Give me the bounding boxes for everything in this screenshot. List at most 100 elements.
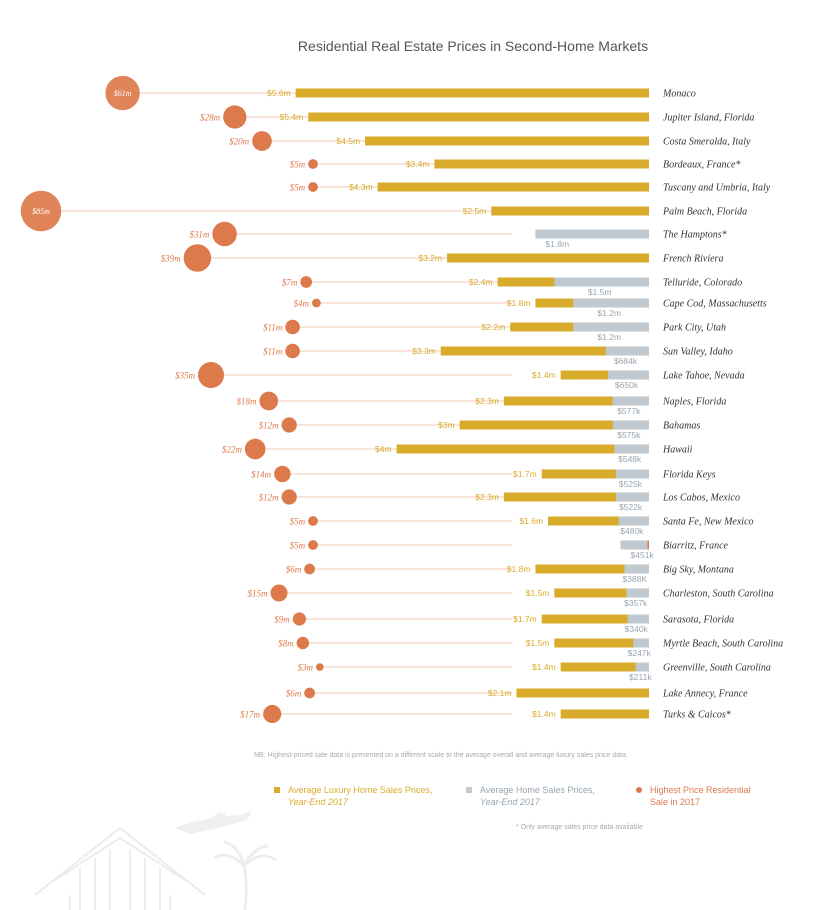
legend-average-line2: Year-End 2017: [480, 797, 540, 807]
highest-sale-dot-19: [308, 516, 318, 526]
market-label-6: Palm Beach, Florida: [662, 207, 747, 218]
luxury-value-label-1: $5.6m: [267, 88, 291, 98]
luxury-value-label-9: $2.4m: [469, 277, 493, 287]
market-label-21: Big Sky, Montana: [663, 565, 734, 576]
highest-sale-label-6: $85m: [32, 207, 50, 216]
average-value-label-14: $577k: [617, 406, 641, 416]
market-label-4: Bordeaux, France*: [663, 160, 740, 171]
highest-sale-label-16: $22m: [222, 445, 243, 455]
highest-sale-label-25: $3m: [297, 663, 313, 673]
market-label-15: Bahamas: [663, 421, 700, 432]
highest-sale-dot-5: [308, 182, 318, 192]
average-bar-24: [633, 638, 649, 648]
average-bar-19: [618, 516, 649, 526]
market-label-9: Telluride, Colorado: [663, 278, 742, 289]
highest-sale-dot-3: [252, 131, 272, 151]
average-value-label-17: $525k: [619, 479, 643, 489]
legend-highest-line1: Highest Price Residential: [650, 785, 751, 795]
average-bar-14: [612, 396, 649, 406]
average-bar-16: [614, 444, 649, 454]
luxury-bar-17: [541, 469, 649, 479]
luxury-value-label-11: $2.2m: [482, 322, 506, 332]
luxury-value-label-4: $3.4m: [406, 159, 430, 169]
market-label-3: Costa Smeralda, Italy: [663, 137, 751, 148]
highest-sale-dot-13: [197, 361, 225, 389]
average-value-label-10: $1.2m: [597, 308, 621, 318]
highest-sale-label-21: $6m: [286, 565, 302, 575]
average-bar-10: [573, 298, 649, 308]
chart-canvas: $61m $5.6m Monaco $28m $5.4m Jupiter Island, …: [20, 75, 783, 724]
legend-average: Average Home Sales Prices, Year-End 2017: [466, 784, 595, 808]
highest-sale-label-20: $5m: [290, 541, 306, 551]
highest-sale-dot-16: [244, 438, 266, 460]
luxury-value-label-17: $1.7m: [513, 469, 537, 479]
luxury-value-label-15: $3m: [438, 420, 455, 430]
highest-sale-dot-1: [105, 75, 140, 111]
legend-luxury: Average Luxury Home Sales Prices, Year-En…: [274, 784, 432, 808]
highest-sale-label-14: $18m: [236, 397, 257, 407]
highest-sale-label-13: $35m: [175, 371, 196, 381]
average-bar-9: [554, 277, 649, 287]
highest-sale-label-17: $14m: [251, 470, 272, 480]
highest-sale-dot-15: [281, 417, 297, 433]
highest-sale-dot-25: [315, 663, 324, 671]
highest-sale-dot-26: [304, 687, 315, 699]
luxury-value-label-18: $2.3m: [475, 492, 499, 502]
average-bar-7: [535, 229, 649, 239]
highest-sale-label-9: $7m: [282, 278, 298, 288]
average-value-label-22: $357k: [624, 598, 648, 608]
average-bar-25: [635, 662, 649, 672]
market-label-22: Charleston, South Carolina: [663, 589, 773, 600]
market-label-7: The Hamptons*: [663, 230, 727, 241]
legend-highest-swatch: [636, 787, 642, 793]
highest-sale-label-7: $31m: [189, 230, 210, 240]
highest-sale-dot-6: [20, 190, 62, 232]
highest-sale-dot-23: [292, 612, 306, 626]
highest-sale-dot-21: [304, 563, 315, 575]
average-bar-20: [620, 540, 649, 550]
highest-sale-dot-20: [308, 540, 318, 550]
average-value-label-7: $1.8m: [545, 239, 569, 249]
legend-luxury-swatch: [274, 787, 280, 793]
highest-sale-label-19: $5m: [290, 517, 306, 527]
luxury-bar-24: [554, 638, 649, 648]
highest-sale-label-18: $12m: [259, 493, 280, 503]
luxury-bar-25: [560, 662, 649, 672]
luxury-value-label-10: $1.8m: [507, 298, 531, 308]
average-bar-11: [573, 322, 649, 332]
market-label-23: Sarasota, Florida: [663, 615, 734, 626]
average-bar-17: [615, 469, 649, 479]
market-label-27: Turks & Caicos*: [663, 710, 731, 721]
luxury-bar-27: [560, 709, 649, 719]
luxury-bar-19: [548, 516, 649, 526]
highest-sale-dot-10: [312, 298, 321, 308]
market-label-14: Naples, Florida: [662, 397, 726, 408]
highest-sale-label-1: $61m: [114, 89, 132, 98]
market-label-8: French Riviera: [662, 254, 723, 265]
luxury-bar-22: [554, 588, 649, 598]
legend-luxury-line2: Year-End 2017: [288, 797, 348, 807]
luxury-bar-12: [440, 346, 649, 356]
market-label-13: Lake Tahoe, Nevada: [662, 371, 745, 382]
highest-sale-dot-24: [296, 636, 310, 650]
highest-sale-dot-7: [212, 221, 237, 247]
luxury-bar-21: [535, 564, 649, 574]
luxury-bar-26: [516, 688, 649, 698]
highest-sale-label-15: $12m: [259, 421, 280, 431]
highest-sale-label-10: $4m: [294, 299, 310, 309]
market-label-1: Monaco: [662, 89, 696, 100]
luxury-bar-16: [396, 444, 649, 454]
market-label-17: Florida Keys: [662, 470, 716, 481]
legend-average-swatch: [466, 787, 472, 793]
highest-sale-dot-22: [270, 584, 288, 602]
average-value-label-12: $684k: [614, 356, 638, 366]
average-bar-12: [605, 346, 649, 356]
luxury-value-label-12: $3.3m: [412, 346, 436, 356]
average-bar-23: [627, 614, 649, 624]
luxury-value-label-2: $5.4m: [280, 112, 304, 122]
market-label-26: Lake Annecy, France: [662, 689, 748, 700]
luxury-bar-23: [541, 614, 649, 624]
highest-sale-dot-2: [223, 105, 247, 129]
luxury-value-label-21: $1.8m: [507, 564, 531, 574]
